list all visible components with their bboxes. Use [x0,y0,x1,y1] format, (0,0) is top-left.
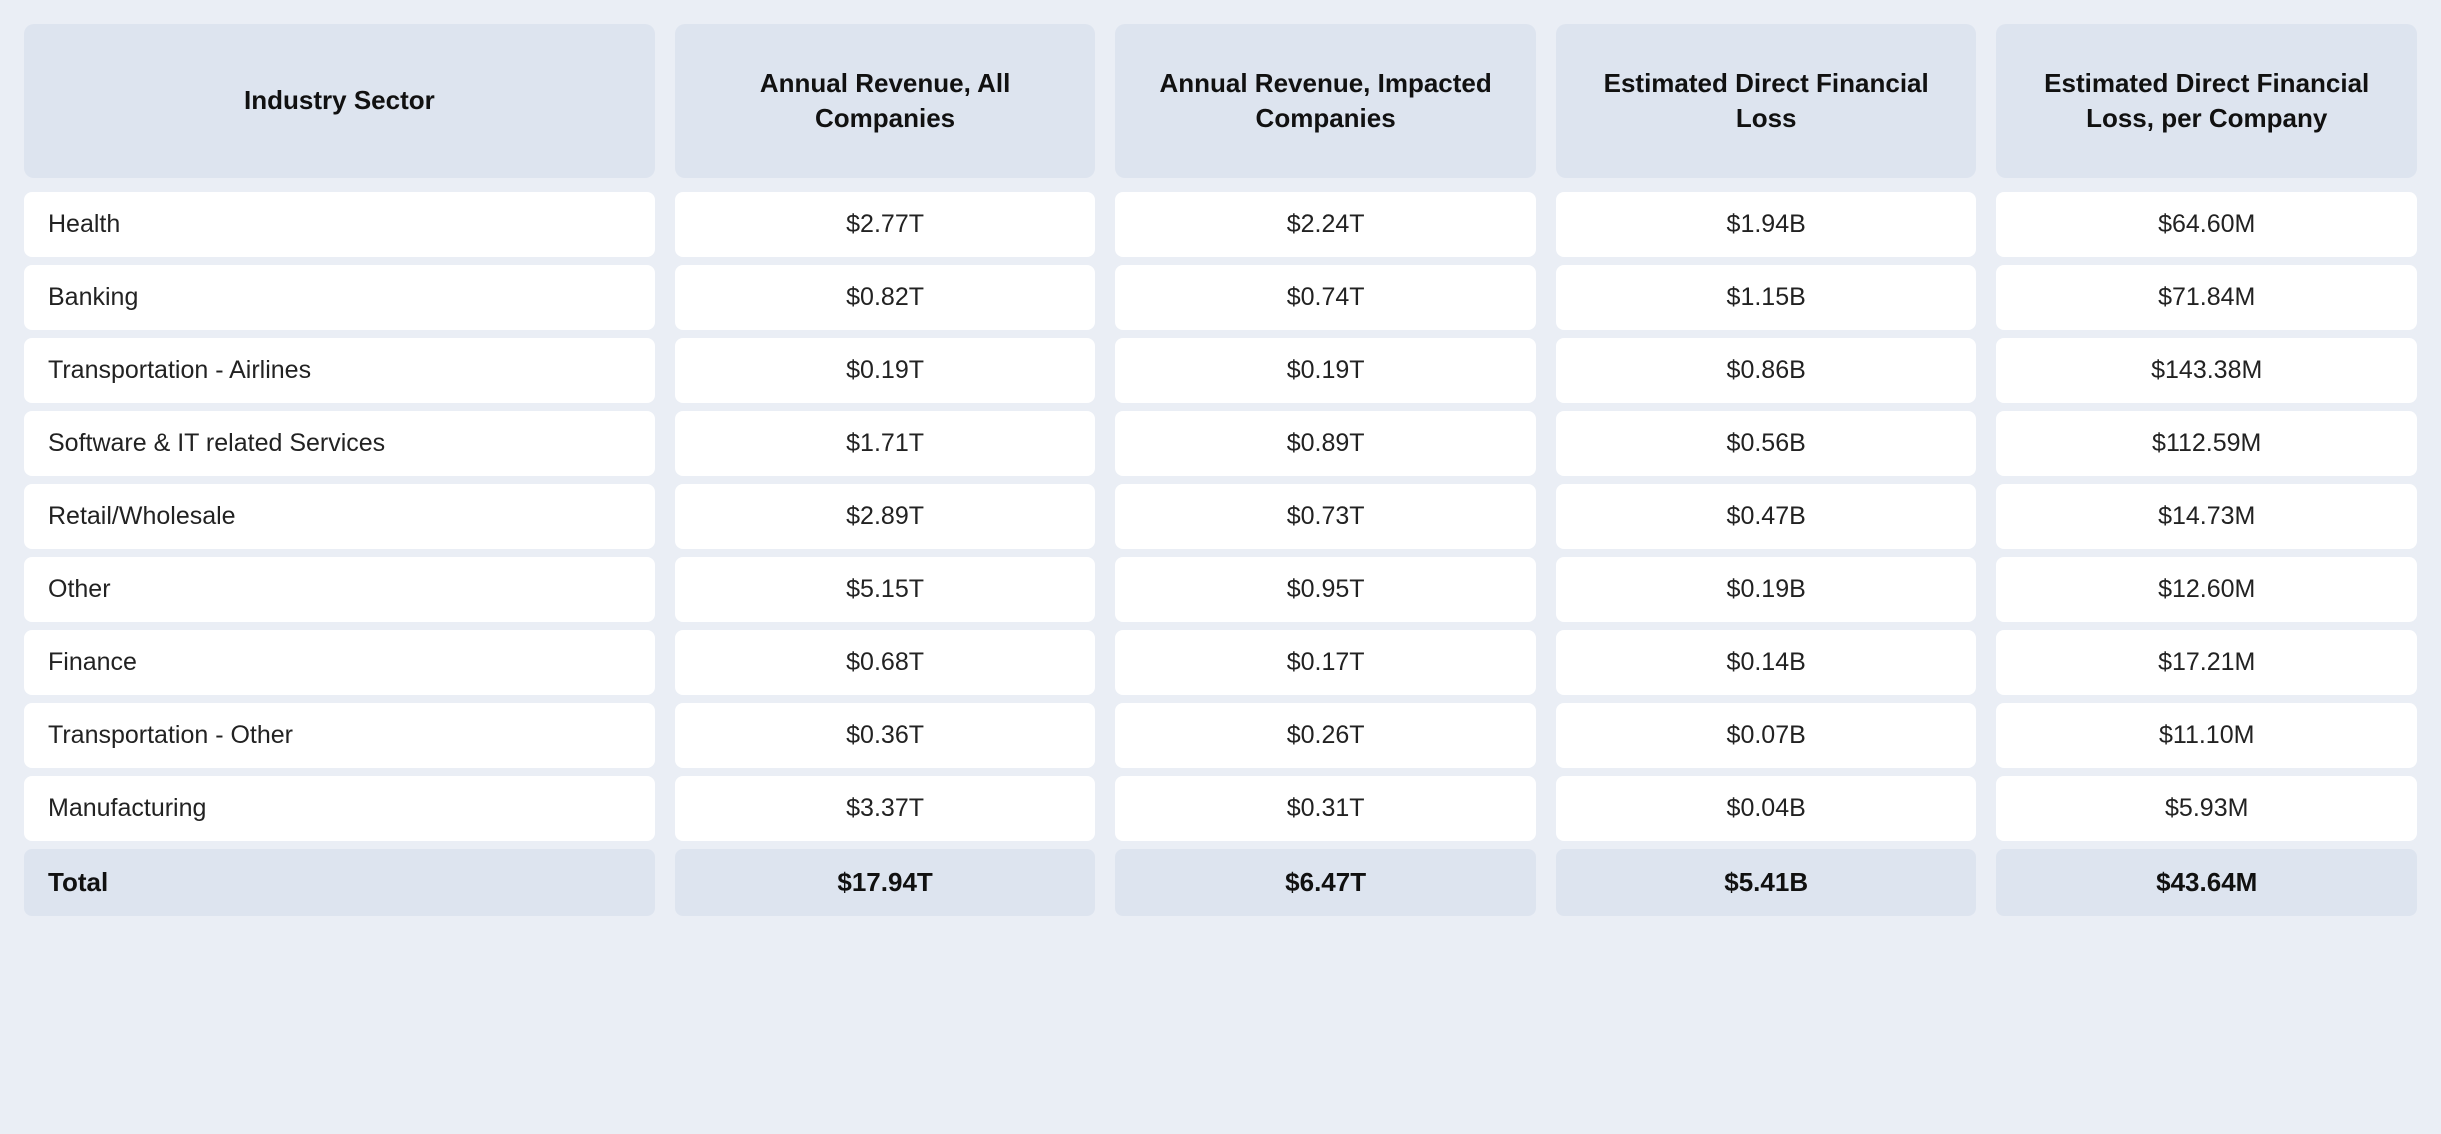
table-row: $0.36T [675,703,1096,768]
table-row: $1.71T [675,411,1096,476]
table-row: $1.94B [1556,192,1977,257]
financial-loss-table: Industry Sector Health Banking Transport… [24,24,2417,916]
table-row: Health [24,192,655,257]
table-row: $71.84M [1996,265,2417,330]
table-row: $0.07B [1556,703,1977,768]
table-row: $0.73T [1115,484,1536,549]
table-row: $3.37T [675,776,1096,841]
table-row: $0.31T [1115,776,1536,841]
table-row: $143.38M [1996,338,2417,403]
column-annual-revenue-all: Annual Revenue, All Companies $2.77T $0.… [675,24,1096,916]
table-row: $2.89T [675,484,1096,549]
table-row: $5.93M [1996,776,2417,841]
header-annual-revenue-all: Annual Revenue, All Companies [675,24,1096,178]
table-row: $64.60M [1996,192,2417,257]
table-row: $0.56B [1556,411,1977,476]
table-row: $5.15T [675,557,1096,622]
table-row: Banking [24,265,655,330]
table-row: $0.74T [1115,265,1536,330]
column-estimated-loss-per-company: Estimated Direct Financial Loss, per Com… [1996,24,2417,916]
table-row: Transportation - Other [24,703,655,768]
table-row: $12.60M [1996,557,2417,622]
column-annual-revenue-impacted: Annual Revenue, Impacted Companies $2.24… [1115,24,1536,916]
header-annual-revenue-impacted: Annual Revenue, Impacted Companies [1115,24,1536,178]
table-row: Finance [24,630,655,695]
table-row: $2.24T [1115,192,1536,257]
total-row-value: $5.41B [1556,849,1977,916]
table-row: $0.95T [1115,557,1536,622]
table-row: $0.86B [1556,338,1977,403]
table-row: $11.10M [1996,703,2417,768]
table-row: $17.21M [1996,630,2417,695]
table-row: $0.47B [1556,484,1977,549]
table-row: $0.19T [1115,338,1536,403]
table-row: $112.59M [1996,411,2417,476]
total-row-label: Total [24,849,655,916]
table-row: $2.77T [675,192,1096,257]
table-row: Manufacturing [24,776,655,841]
header-estimated-loss-per-company: Estimated Direct Financial Loss, per Com… [1996,24,2417,178]
column-industry-sector: Industry Sector Health Banking Transport… [24,24,655,916]
table-row: Retail/Wholesale [24,484,655,549]
table-row: $0.17T [1115,630,1536,695]
header-estimated-loss: Estimated Direct Financial Loss [1556,24,1977,178]
table-row: $0.19T [675,338,1096,403]
table-row: $0.89T [1115,411,1536,476]
table-row: Other [24,557,655,622]
table-row: $14.73M [1996,484,2417,549]
table-row: $1.15B [1556,265,1977,330]
column-estimated-loss: Estimated Direct Financial Loss $1.94B $… [1556,24,1977,916]
total-row-value: $17.94T [675,849,1096,916]
header-industry-sector: Industry Sector [24,24,655,178]
total-row-value: $43.64M [1996,849,2417,916]
table-row: $0.14B [1556,630,1977,695]
table-row: $0.26T [1115,703,1536,768]
table-row: $0.82T [675,265,1096,330]
table-row: $0.04B [1556,776,1977,841]
table-row: $0.19B [1556,557,1977,622]
total-row-value: $6.47T [1115,849,1536,916]
table-row: Transportation - Airlines [24,338,655,403]
table-row: $0.68T [675,630,1096,695]
table-row: Software & IT related Services [24,411,655,476]
